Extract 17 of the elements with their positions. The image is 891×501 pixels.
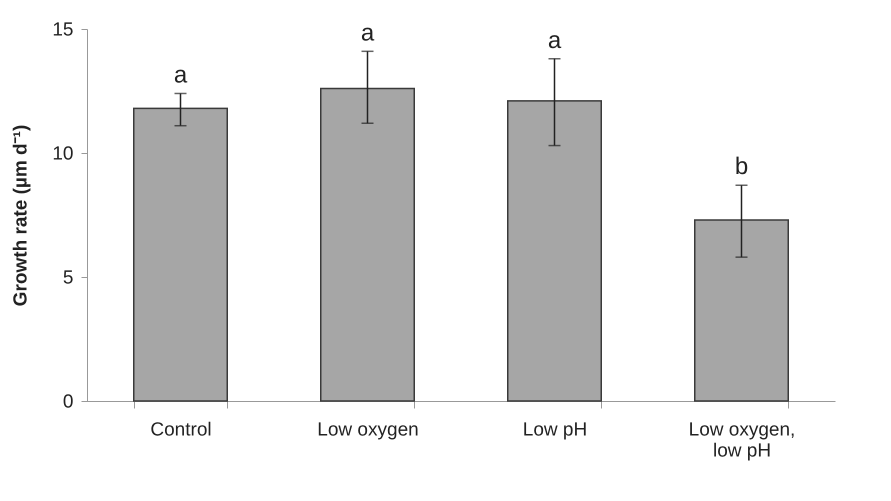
x-tick-label: Low oxygen, low pH	[688, 420, 796, 462]
annotation: a	[174, 61, 188, 88]
y-tick-label: 10	[52, 144, 74, 164]
bar	[133, 108, 228, 402]
x-tick-label: Low pH	[522, 420, 588, 440]
bar	[694, 219, 789, 402]
annotation: b	[734, 153, 748, 180]
bar	[507, 100, 602, 402]
y-tick-label: 0	[62, 392, 74, 412]
y-axis-title: Growth rate (µm d⁻¹)	[10, 124, 32, 306]
y-tick-label: 5	[62, 268, 74, 288]
annotation: a	[360, 19, 375, 46]
y-tick-label: 15	[52, 20, 74, 40]
x-tick-label: Low oxygen	[317, 420, 419, 440]
x-tick-label: Control	[150, 420, 212, 440]
annotation: a	[548, 26, 562, 54]
bar	[320, 88, 415, 402]
